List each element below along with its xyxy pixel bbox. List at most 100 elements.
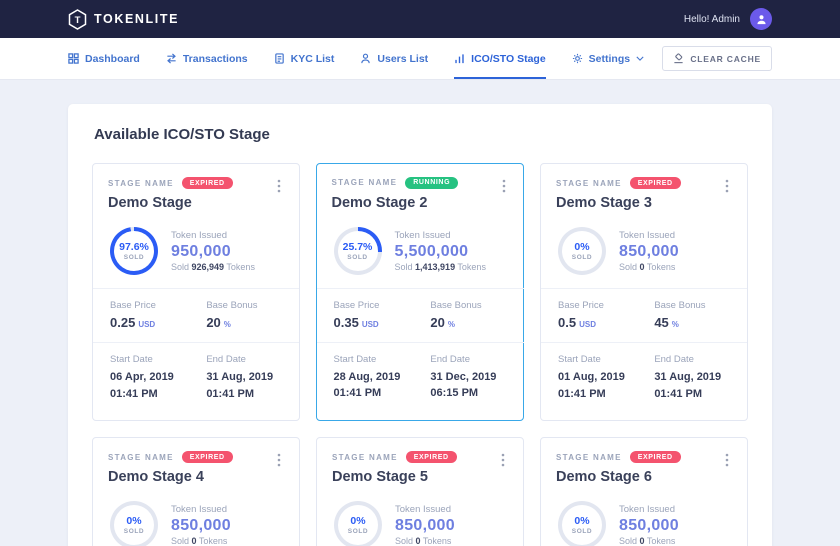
token-issued-label: Token Issued: [619, 504, 675, 515]
start-date-label: Start Date: [110, 354, 153, 365]
progress-ring: 97.6% SOLD: [110, 227, 158, 275]
token-issued-value: 850,000: [619, 517, 679, 534]
stage-name-label: STAGE NAME: [108, 452, 174, 462]
sold-prefix: Sold: [171, 536, 190, 546]
sold-prefix: Sold: [395, 536, 414, 546]
brand-logo[interactable]: T TOKENLITE: [68, 8, 179, 30]
base-price-unit: USD: [138, 320, 156, 329]
sold-tokens-value: 0: [415, 536, 421, 546]
sold-label: SOLD: [347, 253, 368, 261]
percent-sold-value: 0%: [126, 515, 142, 527]
nav-items: Dashboard Transactions KYC List Users Li…: [68, 38, 644, 79]
svg-text:T: T: [75, 15, 81, 26]
card-header: STAGE NAME RUNNING Demo Stage 2: [332, 176, 509, 211]
base-price-value: 0.25 USD: [110, 315, 206, 330]
divider: [541, 342, 747, 343]
percent-sold-value: 97.6%: [119, 241, 149, 253]
chevron-down-icon: [636, 56, 644, 61]
base-bonus-value: 20%: [430, 315, 506, 330]
start-date-block: Start Date 28 Aug, 2019 01:41 PM: [334, 354, 431, 402]
base-price-block: Base Price 0.35 USD: [334, 300, 431, 330]
base-bonus-number: 20: [206, 315, 221, 330]
kebab-icon: [725, 179, 729, 193]
base-price-label: Base Price: [558, 300, 604, 311]
start-date-block: Start Date 06 Apr, 2019 01:41 PM: [110, 354, 206, 402]
clear-cache-button[interactable]: CLEAR CACHE: [662, 46, 772, 71]
base-bonus-number: 45: [654, 315, 669, 330]
main-content: Available ICO/STO Stage STAGE NAME EXPIR…: [0, 80, 840, 546]
base-bonus-label: Base Bonus: [654, 300, 706, 311]
stages-panel: Available ICO/STO Stage STAGE NAME EXPIR…: [68, 104, 772, 546]
nav-item-users-list[interactable]: Users List: [360, 38, 428, 79]
stage-card: STAGE NAME EXPIRED Demo Stage 97.6% SOLD…: [92, 163, 300, 421]
nav-item-settings[interactable]: Settings: [572, 38, 644, 79]
nav-item-transactions[interactable]: Transactions: [166, 38, 248, 79]
end-date-block: End Date 31 Aug, 2019 01:41 PM: [654, 354, 730, 402]
status-badge: EXPIRED: [405, 451, 457, 463]
divider: [541, 288, 747, 289]
base-price-number: 0.35: [333, 314, 359, 330]
card-header: STAGE NAME EXPIRED Demo Stage 6: [556, 451, 732, 485]
kebab-menu-button[interactable]: [499, 177, 509, 198]
start-date-value: 28 Aug, 2019 01:41 PM: [333, 370, 401, 400]
token-issued-label: Token Issued: [619, 230, 675, 241]
end-date-block: End Date 31 Aug, 2019 01:41 PM: [206, 354, 282, 402]
price-row: Base Price 0.25 USD Base Bonus 20%: [108, 289, 284, 342]
nav-label: Users List: [377, 52, 429, 65]
stage-title: Demo Stage 4: [108, 469, 204, 485]
token-issued-value: 950,000: [171, 243, 231, 260]
token-row: 0% SOLD Token Issued 850,000 Sold 0 Toke…: [332, 501, 508, 546]
status-badge: EXPIRED: [181, 451, 233, 463]
kebab-menu-button[interactable]: [722, 451, 732, 472]
stage-title: Demo Stage 3: [556, 195, 652, 211]
kebab-menu-button[interactable]: [274, 451, 284, 472]
kebab-menu-button[interactable]: [498, 451, 508, 472]
stage-title: Demo Stage 5: [332, 469, 428, 485]
token-issued-label: Token Issued: [171, 504, 227, 515]
avatar[interactable]: [750, 8, 772, 30]
tokenlite-logo-icon: T: [68, 8, 87, 30]
token-issued-value: 850,000: [619, 243, 679, 260]
card-header: STAGE NAME EXPIRED Demo Stage 3: [556, 177, 732, 211]
sold-tokens-value: 0: [191, 536, 197, 546]
page-title: Available ICO/STO Stage: [94, 126, 270, 143]
nav-item-kyc-list[interactable]: KYC List: [274, 38, 334, 79]
status-badge: RUNNING: [405, 176, 459, 189]
end-date-block: End Date 31 Dec, 2019 06:15 PM: [430, 354, 506, 402]
progress-ring-inner: 25.7% SOLD: [337, 230, 378, 271]
nav-label: Settings: [588, 52, 631, 65]
kebab-menu-button[interactable]: [722, 177, 732, 198]
percent-sold-value: 25.7%: [342, 240, 373, 253]
sold-tokens-value: 1,413,919: [415, 261, 456, 272]
stage-card: STAGE NAME RUNNING Demo Stage 2 25.7% SO…: [316, 163, 524, 421]
sold-tokens-value: 0: [639, 262, 645, 272]
token-row: 97.6% SOLD Token Issued 950,000 Sold 926…: [108, 227, 284, 275]
nav-item-ico-sto-stage[interactable]: ICO/STO Stage: [454, 38, 546, 79]
topbar: T TOKENLITE Hello! Admin: [0, 0, 840, 38]
progress-ring: 0% SOLD: [558, 501, 606, 546]
token-info: Token Issued 950,000 Sold 926,949 Tokens: [171, 230, 255, 272]
token-info: Token Issued 850,000 Sold 0 Tokens: [619, 504, 679, 546]
stage-card: STAGE NAME EXPIRED Demo Stage 5 0% SOLD …: [316, 437, 524, 546]
price-row: Base Price 0.5 USD Base Bonus 45%: [556, 289, 732, 342]
end-date-value: 31 Aug, 2019 01:41 PM: [654, 371, 722, 400]
token-issued-value: 850,000: [395, 517, 455, 534]
base-price-value: 0.35 USD: [334, 315, 431, 330]
base-bonus-unit: %: [223, 320, 231, 329]
base-bonus-block: Base Bonus 20%: [430, 300, 506, 330]
main-nav: Dashboard Transactions KYC List Users Li…: [0, 38, 840, 80]
end-date-label: End Date: [654, 354, 694, 365]
tokens-suffix: Tokens: [226, 262, 255, 272]
start-date-value: 06 Apr, 2019 01:41 PM: [110, 371, 174, 400]
kebab-menu-button[interactable]: [274, 177, 284, 198]
meta-row: STAGE NAME EXPIRED: [108, 177, 233, 189]
status-badge: EXPIRED: [629, 451, 681, 463]
start-date-label: Start Date: [333, 353, 377, 365]
percent-sold-value: 0%: [574, 515, 590, 527]
kebab-icon: [277, 179, 281, 193]
base-bonus-value: 45%: [654, 315, 730, 330]
stage-name-label: STAGE NAME: [556, 178, 622, 188]
card-header-left: STAGE NAME EXPIRED Demo Stage 5: [332, 451, 457, 485]
card-header-left: STAGE NAME EXPIRED Demo Stage 6: [556, 451, 681, 485]
nav-item-dashboard[interactable]: Dashboard: [68, 38, 140, 79]
